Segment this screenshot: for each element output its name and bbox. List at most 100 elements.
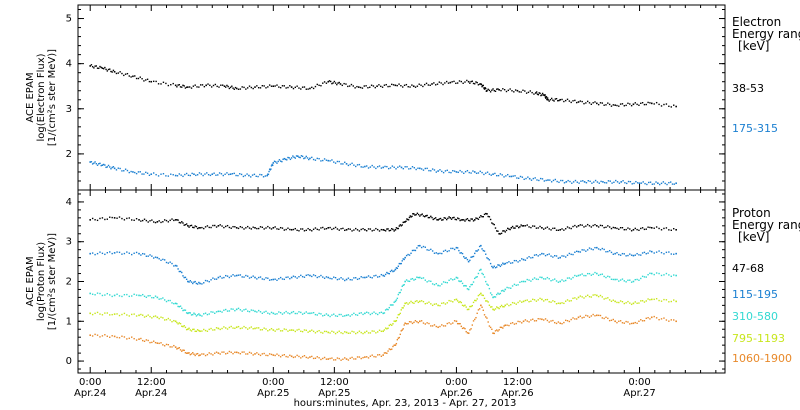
data-point [435, 171, 437, 173]
data-point [130, 76, 132, 78]
data-point [404, 322, 406, 325]
data-point [412, 213, 414, 215]
data-point [206, 330, 209, 332]
data-point [585, 295, 587, 298]
data-point [292, 329, 295, 331]
data-point [614, 252, 616, 255]
data-point [131, 253, 133, 256]
data-point [165, 219, 168, 222]
data-point [279, 226, 282, 229]
data-point [104, 66, 106, 69]
data-point [543, 300, 545, 302]
data-point [107, 68, 110, 71]
data-point [564, 279, 567, 282]
data-point [195, 282, 198, 285]
data-point [422, 277, 425, 279]
data-point [563, 100, 565, 103]
data-point [518, 91, 521, 93]
y-tick-label: 0 [66, 356, 72, 367]
data-point [483, 173, 485, 176]
data-point [138, 314, 140, 317]
data-point [477, 309, 480, 311]
data-point [621, 227, 624, 229]
data-point [664, 182, 666, 185]
data-point [548, 301, 550, 303]
data-point [612, 104, 615, 106]
data-point [485, 300, 487, 302]
data-point [182, 175, 184, 178]
data-point [505, 175, 507, 177]
data-point [570, 227, 572, 230]
data-point [176, 303, 178, 305]
data-point [641, 275, 644, 278]
data-point [531, 91, 533, 94]
data-point [301, 228, 304, 230]
data-point [474, 299, 476, 302]
data-point [106, 252, 108, 254]
data-point [323, 314, 326, 316]
data-point [162, 297, 164, 299]
data-point [256, 327, 258, 329]
data-point [648, 181, 650, 184]
data-point [433, 303, 436, 305]
data-point [292, 87, 295, 90]
data-point [476, 312, 478, 315]
data-point [128, 252, 130, 254]
data-point [180, 174, 182, 176]
data-point [369, 355, 372, 357]
data-point [424, 303, 427, 305]
data-point [135, 315, 138, 317]
data-point [507, 227, 509, 230]
data-point [109, 68, 111, 70]
data-point [195, 174, 197, 177]
data-point [362, 356, 364, 359]
data-point [616, 104, 618, 107]
data-point [574, 251, 576, 253]
data-point [386, 228, 388, 230]
data-point [397, 227, 400, 230]
data-point [111, 71, 113, 73]
data-point [426, 167, 428, 170]
data-point [279, 160, 282, 162]
data-point [409, 167, 412, 170]
data-point [477, 218, 480, 220]
data-point [309, 157, 311, 160]
data-point [513, 302, 516, 304]
data-point [534, 177, 536, 179]
data-point [586, 294, 589, 296]
data-point [629, 228, 631, 230]
data-point [387, 228, 389, 230]
data-point [287, 86, 289, 89]
data-point [413, 279, 415, 281]
data-point [193, 226, 195, 229]
data-point [571, 182, 573, 184]
data-point [480, 292, 482, 295]
data-point [585, 102, 587, 104]
data-point [466, 258, 469, 261]
data-point [543, 319, 545, 321]
data-point [526, 257, 528, 259]
data-point [442, 325, 445, 327]
data-point [121, 170, 123, 172]
data-point [465, 285, 467, 287]
data-point [121, 295, 123, 298]
data-point [233, 88, 235, 90]
data-point [187, 352, 189, 354]
data-point [345, 314, 348, 317]
data-point [309, 312, 311, 315]
data-point [165, 318, 168, 321]
data-point [248, 174, 250, 177]
data-point [555, 229, 558, 231]
data-point [488, 325, 491, 327]
data-point [296, 229, 298, 232]
data-point [347, 85, 349, 88]
data-point [154, 221, 157, 224]
data-point [655, 297, 658, 300]
data-point [602, 181, 604, 183]
data-point [561, 228, 563, 230]
data-point [327, 276, 330, 279]
data-point [638, 182, 641, 185]
data-point [279, 87, 282, 89]
data-point [632, 302, 635, 305]
data-point [246, 225, 249, 228]
